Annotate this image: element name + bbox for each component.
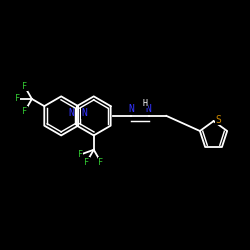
Text: F: F bbox=[15, 94, 20, 104]
Text: F: F bbox=[78, 150, 83, 159]
Text: F: F bbox=[22, 82, 27, 91]
Text: N: N bbox=[128, 104, 134, 115]
Text: S: S bbox=[215, 115, 221, 125]
Text: N: N bbox=[146, 104, 152, 115]
Text: N: N bbox=[68, 108, 74, 118]
Text: F: F bbox=[84, 158, 89, 167]
Text: F: F bbox=[98, 158, 103, 167]
Text: F: F bbox=[22, 107, 27, 116]
Text: H: H bbox=[142, 99, 147, 108]
Text: N: N bbox=[81, 108, 87, 118]
